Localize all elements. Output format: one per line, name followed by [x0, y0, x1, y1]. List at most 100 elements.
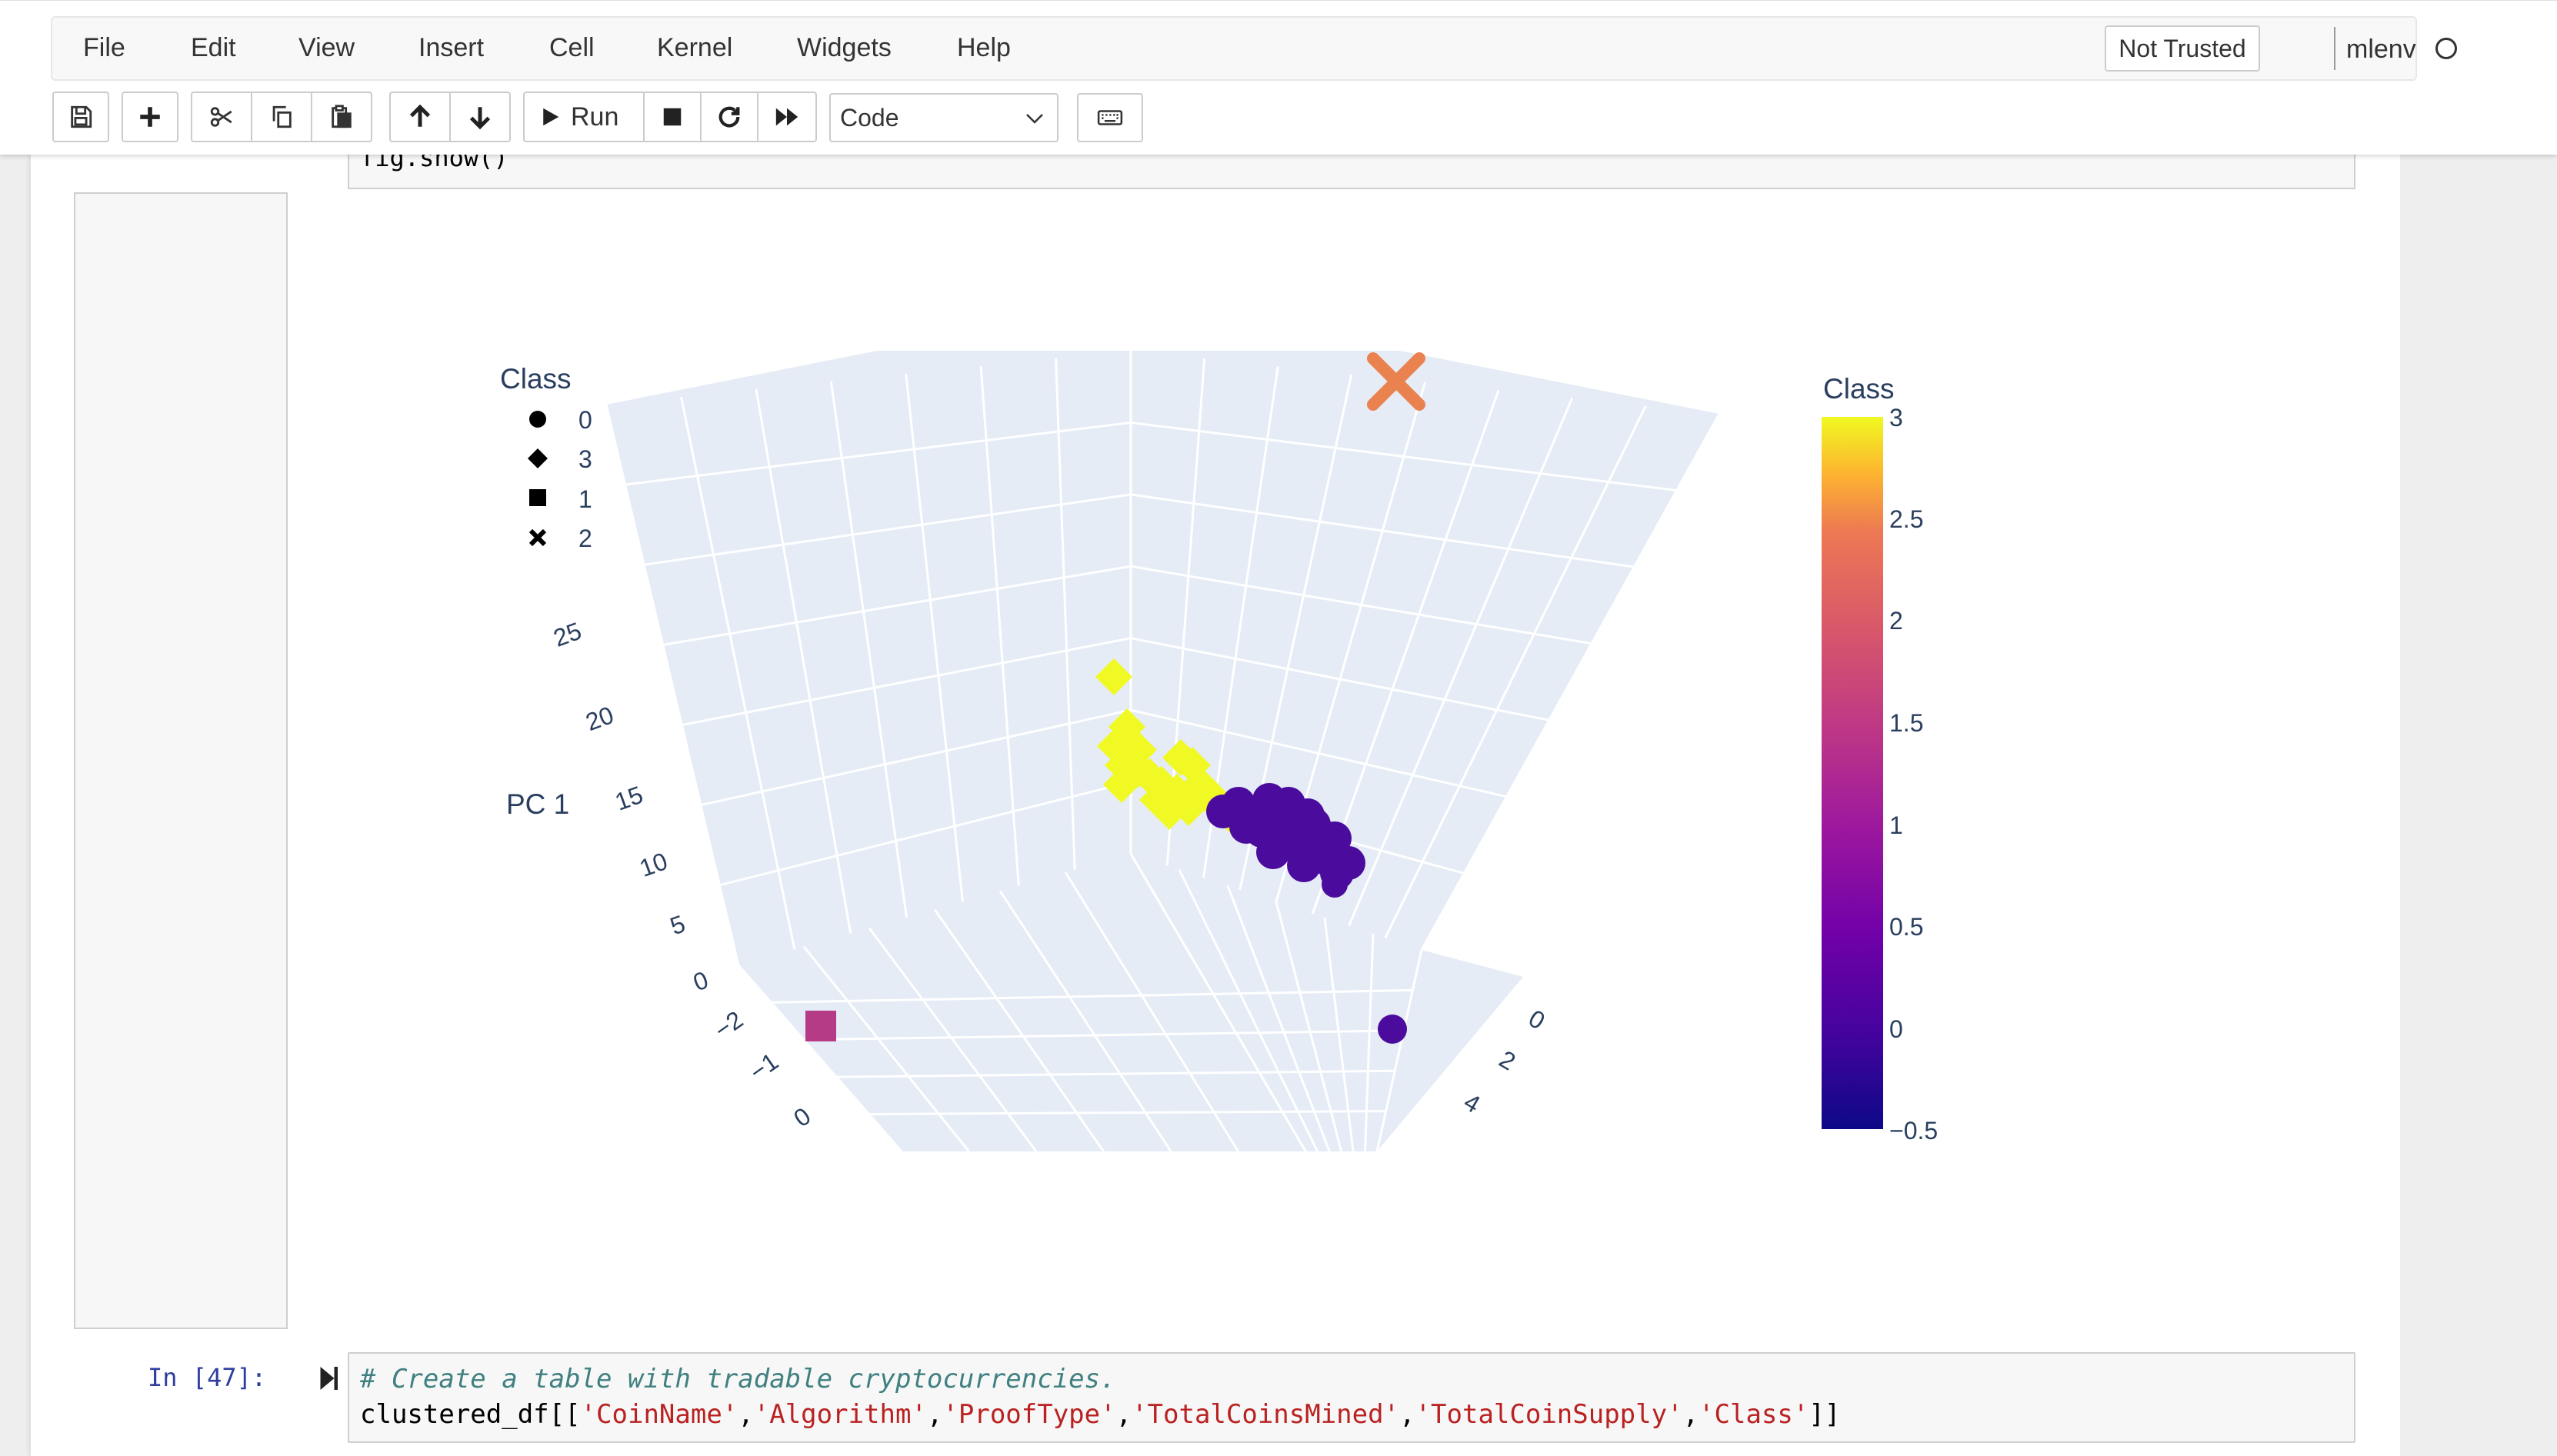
- code-string: 'ProofType': [942, 1399, 1116, 1430]
- restart-kernel-button[interactable]: [700, 92, 758, 142]
- code-sep: ,: [1399, 1399, 1415, 1430]
- run-icon: [543, 108, 559, 126]
- restart-run-all-button[interactable]: [757, 92, 817, 142]
- colorbar: Class 3 2.5 2 1.5 1 0.5 0 −0.5: [1822, 373, 1938, 1144]
- gridline: [1364, 934, 1375, 1152]
- code-cell-input[interactable]: # Create a table with tradable cryptocur…: [348, 1352, 2355, 1443]
- y-tick: 2: [1495, 1045, 1520, 1076]
- menu-edit[interactable]: Edit: [191, 33, 236, 62]
- gridline: [1055, 358, 1076, 870]
- interrupt-button[interactable]: [643, 92, 702, 142]
- class-3-marker: [1151, 793, 1188, 830]
- gridline: [1275, 901, 1343, 1152]
- gridline: [1130, 637, 1550, 721]
- code-sep: ,: [738, 1399, 754, 1430]
- gridline: [1420, 413, 1721, 951]
- kernel-name[interactable]: mlenv: [2346, 35, 2416, 64]
- command-palette-button[interactable]: [1077, 93, 1143, 142]
- colorbar-tick: 1.5: [1889, 709, 1923, 737]
- gridline: [802, 945, 970, 1152]
- legend-label-2[interactable]: 2: [578, 525, 592, 552]
- move-down-button[interactable]: [449, 92, 511, 142]
- chevron-down-icon: [1026, 114, 1043, 124]
- z-tick: 15: [612, 781, 647, 816]
- not-trusted-button[interactable]: Not Trusted: [2105, 25, 2260, 72]
- z-axis-title: PC 1: [506, 788, 569, 820]
- menu-cell[interactable]: Cell: [549, 33, 595, 62]
- run-label: Run: [571, 102, 619, 132]
- code-string: 'CoinName': [580, 1399, 738, 1430]
- copy-button[interactable]: [251, 92, 312, 142]
- move-up-button[interactable]: [389, 92, 451, 142]
- keyboard-icon: [1097, 110, 1123, 125]
- scene-3d[interactable]: [605, 351, 1721, 1152]
- class-0-marker: [1322, 871, 1348, 898]
- insert-cell-button[interactable]: [122, 92, 178, 142]
- y-tick: 0: [1524, 1005, 1549, 1035]
- cut-button[interactable]: [191, 92, 252, 142]
- gridline: [771, 988, 1413, 1004]
- paste-button[interactable]: [311, 92, 372, 142]
- gridline: [1129, 853, 1307, 1152]
- code-string: 'Algorithm': [753, 1399, 927, 1430]
- menu-help[interactable]: Help: [957, 33, 1011, 62]
- stop-icon: [663, 108, 682, 126]
- page-margin-right: [2400, 154, 2557, 1456]
- run-cell-icon[interactable]: [317, 1364, 340, 1392]
- gridline: [679, 396, 796, 950]
- colorbar-tick: 0.5: [1889, 913, 1923, 941]
- gridline: [643, 493, 1132, 566]
- arrow-down-icon: [469, 107, 491, 130]
- code-sep: ,: [1115, 1399, 1132, 1430]
- code-sep: ,: [926, 1399, 943, 1430]
- x-tick: −2: [709, 1005, 748, 1044]
- legend-title: Class: [500, 363, 572, 395]
- legend-label-0[interactable]: 0: [578, 406, 592, 434]
- colorbar-tick: 2: [1889, 607, 1903, 635]
- gridline: [682, 637, 1132, 727]
- z-tick: 0: [689, 966, 712, 997]
- run-button[interactable]: Run: [523, 92, 645, 142]
- fast-forward-icon: [775, 108, 798, 126]
- y-tick: 4: [1459, 1088, 1485, 1118]
- legend-label-1[interactable]: 1: [578, 485, 592, 513]
- x-tick: −1: [745, 1048, 784, 1086]
- class-0-marker: [1229, 810, 1263, 844]
- menu-file[interactable]: File: [83, 33, 125, 62]
- input-prompt: In [47]:: [148, 1363, 267, 1392]
- save-button[interactable]: [52, 92, 109, 142]
- gridline: [1348, 397, 1574, 927]
- gridline: [836, 1069, 1395, 1078]
- code-string: 'Class': [1699, 1399, 1809, 1430]
- gridline: [1130, 493, 1635, 568]
- colorbar-tick: 3: [1889, 404, 1903, 431]
- output-prompt-area[interactable]: [74, 192, 288, 1329]
- colorbar-tick: 2.5: [1889, 505, 1923, 533]
- kernel-separator: [2334, 27, 2335, 70]
- colorbar-gradient: [1822, 417, 1883, 1129]
- code-comment: # Create a table with tradable cryptocur…: [360, 1364, 1116, 1394]
- class-0-marker: [1287, 848, 1321, 882]
- gridline: [700, 708, 1132, 807]
- x-tick: 0: [788, 1102, 815, 1133]
- previous-cell-input[interactable]: fig.show(): [348, 154, 2355, 189]
- menu-insert[interactable]: Insert: [418, 33, 485, 62]
- legend-circle-icon: [529, 411, 546, 428]
- colorbar-title: Class: [1823, 373, 1895, 405]
- scatter3d-plot[interactable]: Class 0 3 1 2 PC 1 25 20 15 10 5 0 −2 −1…: [462, 338, 2039, 1323]
- save-icon: [71, 105, 92, 128]
- menu-view[interactable]: View: [298, 33, 355, 62]
- menu-kernel[interactable]: Kernel: [657, 33, 733, 62]
- gridline: [829, 381, 908, 918]
- gridline: [1130, 708, 1507, 798]
- gridline: [737, 965, 903, 1152]
- legend-label-3[interactable]: 3: [578, 445, 592, 473]
- notebook-header: File Edit View Insert Cell Kernel Widget…: [0, 0, 2557, 155]
- class-0-marker: [1256, 835, 1290, 869]
- z-tick: 10: [636, 847, 672, 882]
- class-0-marker: [1378, 1015, 1407, 1044]
- menu-widgets[interactable]: Widgets: [797, 33, 892, 62]
- class-0-marker: [1272, 787, 1305, 821]
- paste-icon: [332, 105, 352, 128]
- cell-type-select[interactable]: Code: [829, 93, 1058, 142]
